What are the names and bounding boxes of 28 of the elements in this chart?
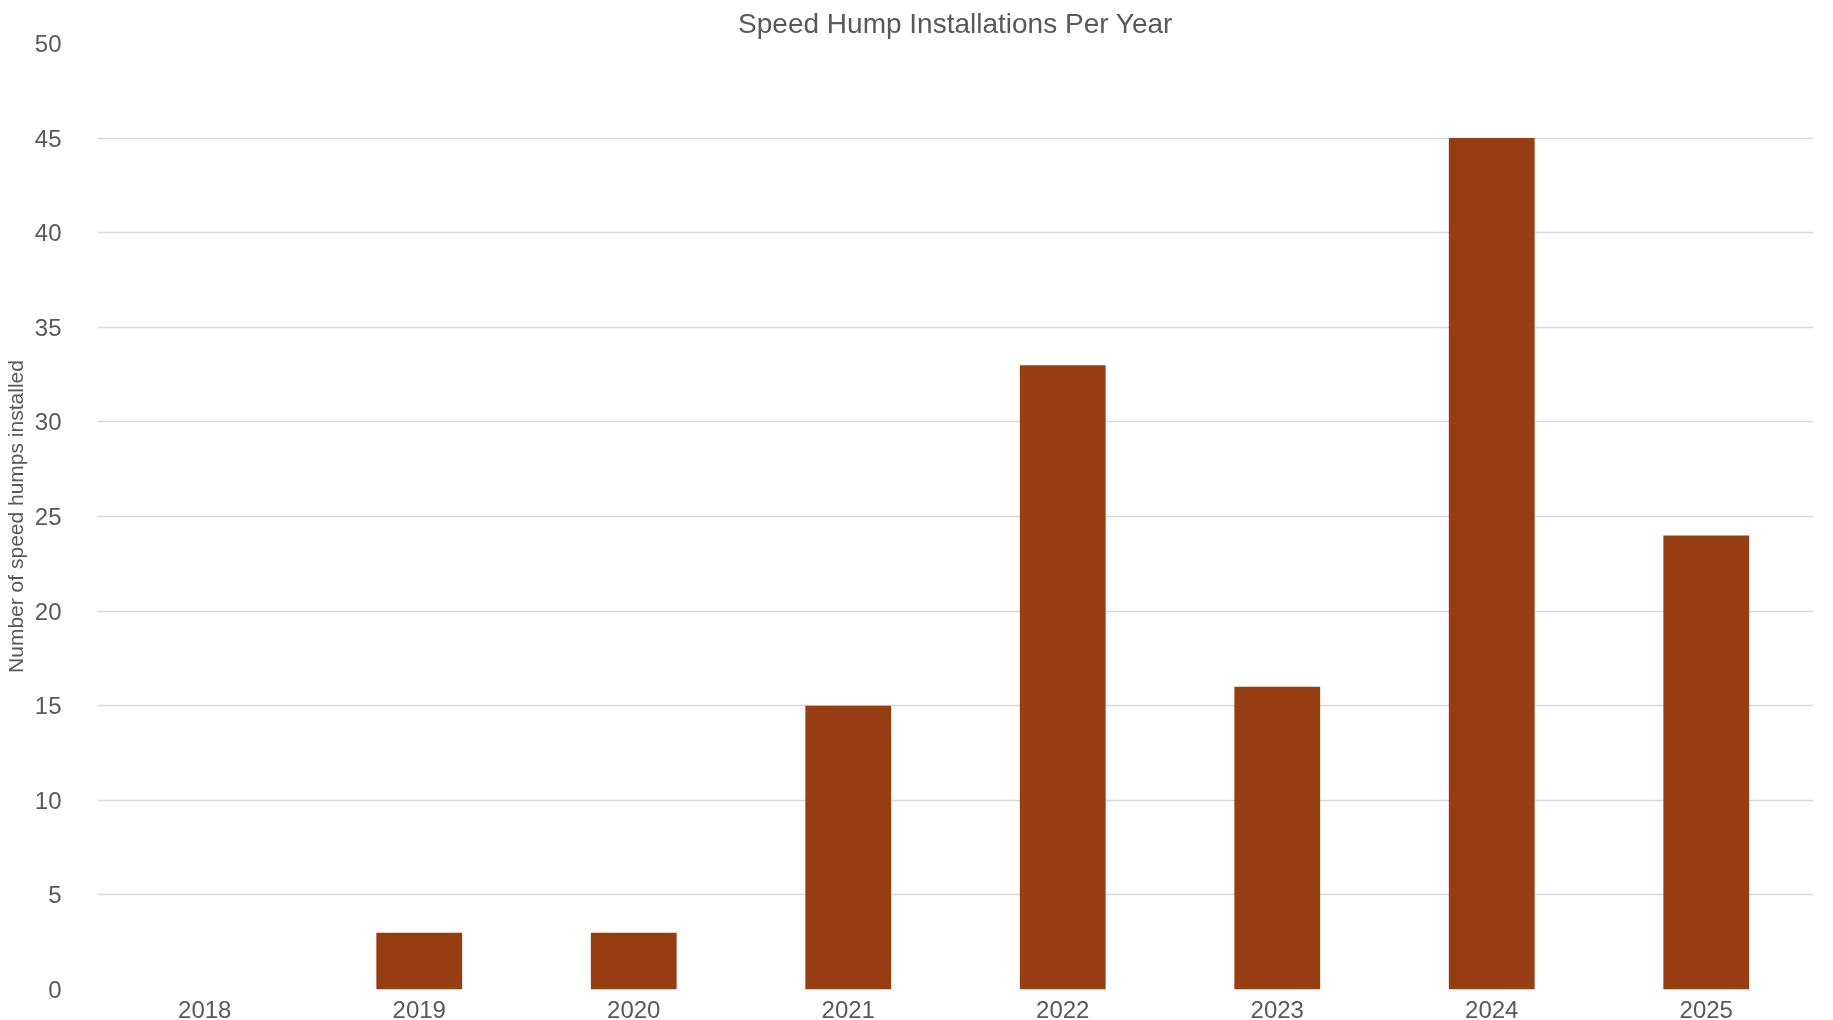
- y-tick-label: 40: [34, 219, 62, 247]
- bar: [1663, 535, 1750, 990]
- y-tick-label: 20: [34, 597, 62, 625]
- y-tick-label: 50: [34, 30, 62, 57]
- y-tick-label: 0: [48, 976, 62, 1003]
- x-tick-label: 2022: [1036, 995, 1090, 1020]
- x-tick-label: 2023: [1250, 995, 1304, 1020]
- bar: [1448, 138, 1535, 990]
- bar: [590, 932, 677, 990]
- y-tick-label: 10: [34, 786, 62, 814]
- x-tick-label: 2021: [821, 995, 875, 1020]
- bar: [1234, 686, 1321, 990]
- bar: [376, 932, 463, 990]
- x-tick-label: 2019: [392, 995, 446, 1020]
- x-tick-label: 2018: [178, 995, 232, 1020]
- y-axis-title: Number of speed humps installed: [3, 360, 27, 673]
- bar: [805, 705, 892, 990]
- y-tick-label: 25: [34, 503, 62, 530]
- y-tick-label: 35: [34, 313, 62, 341]
- x-tick-label: 2025: [1679, 995, 1733, 1020]
- y-tick-label: 45: [34, 124, 62, 152]
- x-tick-label: 2024: [1465, 995, 1519, 1020]
- y-tick-label: 30: [34, 408, 62, 436]
- bar: [1019, 365, 1106, 990]
- y-tick-label: 15: [34, 692, 62, 720]
- x-tick-label: 2020: [607, 995, 661, 1020]
- y-tick-label: 5: [48, 881, 62, 909]
- chart-title: Speed Hump Installations Per Year: [738, 7, 1173, 39]
